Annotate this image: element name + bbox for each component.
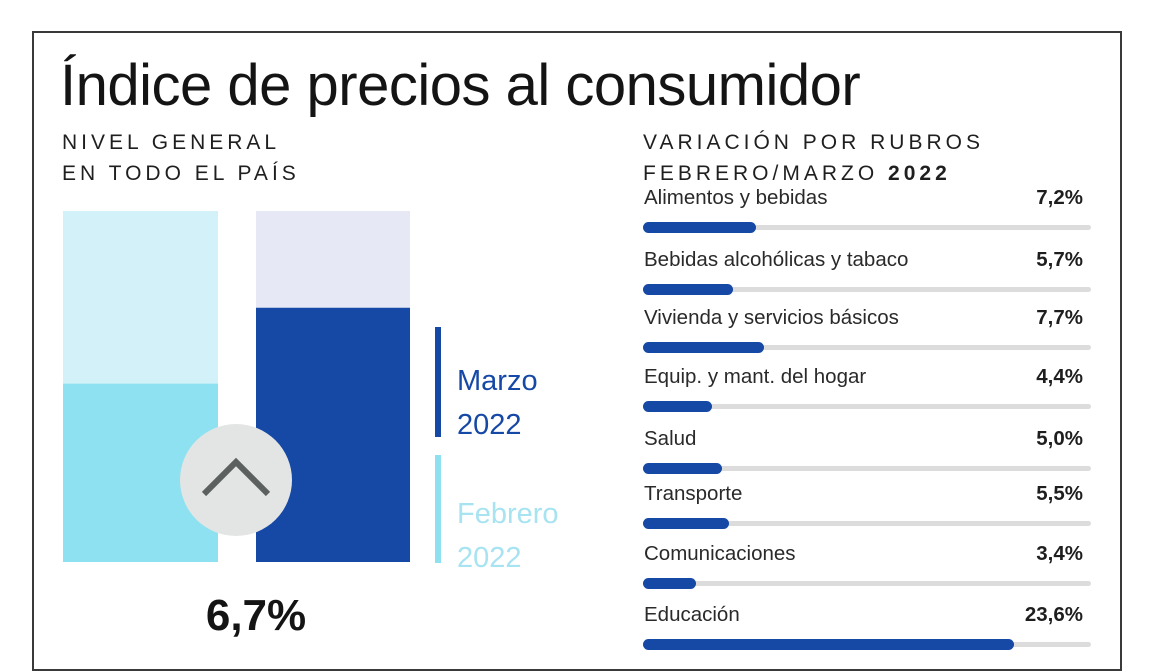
rubro-track — [643, 639, 1091, 650]
rubro-track — [643, 342, 1091, 353]
rubro-bar — [643, 222, 756, 233]
rubro-label: Educación — [644, 603, 740, 626]
rubro-bar — [643, 518, 729, 529]
rubro-bar — [643, 401, 712, 412]
rubro-bar — [643, 284, 733, 295]
general-level-chart — [63, 211, 441, 563]
legend-marzo-month: Marzo — [457, 365, 538, 397]
rubro-bar — [643, 463, 722, 474]
right-subheading-year: 2022 — [888, 162, 951, 185]
rubro-label: Equip. y mant. del hogar — [644, 365, 867, 388]
trend-circle — [180, 424, 292, 536]
rubro-label: Comunicaciones — [644, 542, 796, 565]
total-value: 6,7% — [205, 591, 307, 640]
rubro-row: Salud 5,0% — [643, 427, 1093, 474]
page-title: Índice de precios al consumidor — [60, 53, 861, 118]
chevron-up-icon — [201, 457, 271, 497]
rubro-track — [643, 518, 1091, 529]
left-subheading: NIVEL GENERAL EN TODO EL PAÍS — [62, 127, 300, 189]
right-subheading-line-1: VARIACIÓN POR RUBROS — [643, 131, 984, 154]
rubro-row: Comunicaciones 3,4% — [643, 542, 1093, 589]
rubro-label: Vivienda y servicios básicos — [644, 306, 899, 329]
right-subheading-period: FEBRERO/MARZO — [643, 162, 879, 185]
rubro-track — [643, 578, 1091, 589]
legend-febrero-swatch — [435, 455, 441, 563]
rubro-value: 5,0% — [1036, 427, 1083, 450]
rubro-row: Equip. y mant. del hogar 4,4% — [643, 365, 1093, 412]
rubro-track — [643, 463, 1091, 474]
legend-febrero-month: Febrero — [457, 498, 559, 530]
rubro-value: 5,5% — [1036, 482, 1083, 505]
rubro-value: 7,7% — [1036, 306, 1083, 329]
rubro-value: 23,6% — [1024, 603, 1083, 626]
rubro-label: Alimentos y bebidas — [644, 186, 828, 209]
rubro-value: 5,7% — [1036, 248, 1083, 271]
rubro-track — [643, 401, 1091, 412]
rubro-label: Transporte — [644, 482, 743, 505]
rubro-value: 4,4% — [1036, 365, 1083, 388]
rubro-label: Bebidas alcohólicas y tabaco — [644, 248, 909, 271]
legend-marzo: Marzo 2022 — [457, 359, 538, 447]
rubro-row: Transporte 5,5% — [643, 482, 1093, 529]
rubro-bar — [643, 578, 696, 589]
rubro-row: Vivienda y servicios básicos 7,7% — [643, 306, 1093, 353]
rubro-label: Salud — [644, 427, 697, 450]
bar-marzo — [256, 307, 410, 562]
left-subheading-line-1: NIVEL GENERAL — [62, 131, 281, 154]
rubro-track — [643, 284, 1091, 295]
rubro-row: Alimentos y bebidas 7,2% — [643, 186, 1093, 233]
rubro-bar — [643, 639, 1014, 650]
rubro-value: 7,2% — [1036, 186, 1083, 209]
legend-marzo-swatch — [435, 327, 441, 437]
legend-febrero: Febrero 2022 — [457, 492, 559, 580]
left-subheading-line-2: EN TODO EL PAÍS — [62, 162, 300, 185]
right-subheading-line-2: FEBRERO/MARZO 2022 — [643, 158, 984, 189]
rubro-track — [643, 222, 1091, 233]
rubro-row: Bebidas alcohólicas y tabaco 5,7% — [643, 248, 1093, 295]
rubro-row: Educación 23,6% — [643, 603, 1093, 650]
legend-marzo-year: 2022 — [457, 409, 522, 441]
rubro-bar — [643, 342, 764, 353]
rubro-value: 3,4% — [1036, 542, 1083, 565]
right-subheading: VARIACIÓN POR RUBROS FEBRERO/MARZO 2022 — [643, 127, 984, 189]
legend-febrero-year: 2022 — [457, 542, 522, 574]
